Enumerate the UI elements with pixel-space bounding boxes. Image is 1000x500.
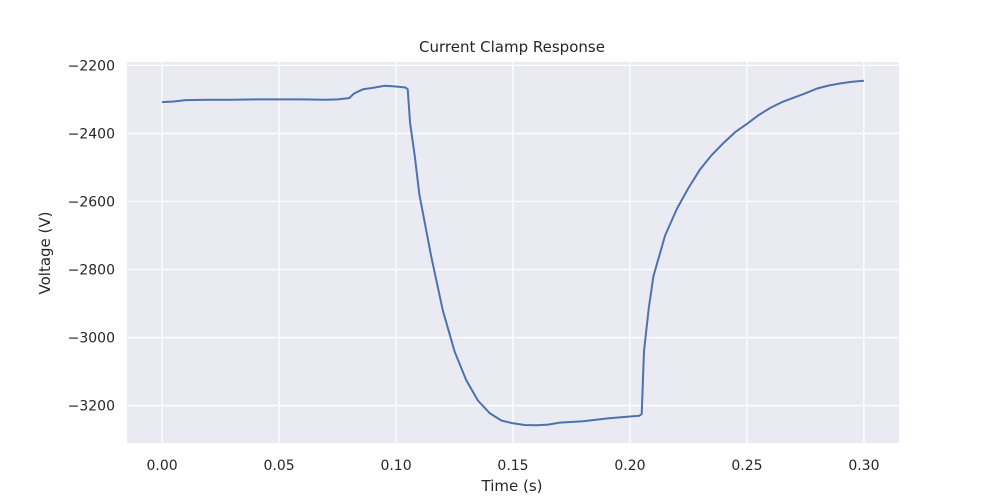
- x-axis-ticks: 0.00 0.05 0.10 0.15 0.20 0.25 0.30: [147, 458, 880, 474]
- y-axis-label: Voltage (V): [36, 212, 54, 295]
- y-tick-label: −3200: [68, 399, 115, 415]
- y-tick-label: −2400: [68, 126, 115, 142]
- x-tick-label: 0.00: [147, 458, 178, 474]
- x-tick-label: 0.30: [848, 458, 879, 474]
- series-line: [162, 79, 864, 427]
- y-axis-ticks: −2200 −2400 −2600 −2800 −3000 −3200: [68, 58, 115, 414]
- x-tick-label: 0.10: [380, 458, 411, 474]
- y-tick-label: −3000: [68, 331, 115, 347]
- y-tick-label: −2600: [68, 194, 115, 210]
- x-tick-label: 0.20: [614, 458, 645, 474]
- x-tick-label: 0.05: [263, 458, 294, 474]
- y-tick-label: −2800: [68, 263, 115, 279]
- x-tick-label: 0.25: [731, 458, 762, 474]
- grid-lines: [127, 62, 899, 443]
- y-tick-label: −2200: [68, 58, 115, 74]
- series-layer: [162, 79, 864, 427]
- x-tick-label: 0.15: [497, 458, 528, 474]
- chart-title: Current Clamp Response: [419, 38, 605, 56]
- x-axis-label: Time (s): [481, 477, 543, 495]
